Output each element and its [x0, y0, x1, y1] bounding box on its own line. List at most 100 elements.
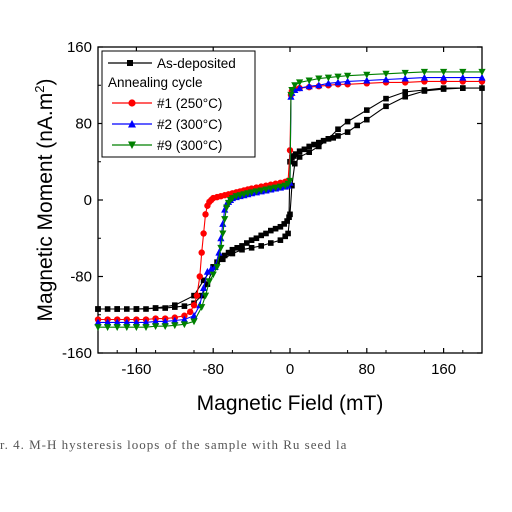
- data-point: [215, 248, 223, 256]
- data-point: [324, 74, 332, 82]
- data-point: [220, 256, 226, 263]
- legend-group-title: Annealing cycle: [108, 75, 203, 90]
- data-point: [124, 306, 130, 312]
- data-point: [152, 305, 159, 311]
- data-point: [214, 259, 220, 265]
- x-tick-label: 0: [286, 361, 294, 378]
- data-point: [344, 129, 351, 135]
- data-point: [186, 308, 194, 316]
- data-point: [193, 292, 201, 299]
- figure-caption: r. 4. M-H hysteresis loops of the sample…: [0, 437, 348, 452]
- data-point: [272, 184, 280, 192]
- data-point: [478, 73, 486, 81]
- data-point: [316, 139, 322, 146]
- data-point: [202, 211, 209, 218]
- data-point: [311, 141, 317, 148]
- legend-marker-circle: [128, 99, 136, 107]
- data-point: [104, 306, 111, 312]
- data-point: [94, 318, 102, 326]
- data-point: [421, 87, 428, 93]
- data-point: [272, 225, 279, 232]
- data-point: [282, 233, 288, 240]
- data-point: [402, 93, 408, 100]
- data-point: [363, 71, 371, 79]
- data-point: [296, 154, 303, 160]
- data-point: [292, 151, 299, 157]
- data-point: [267, 185, 275, 193]
- data-point: [248, 237, 255, 243]
- data-point: [478, 68, 486, 76]
- data-point: [459, 68, 467, 76]
- data-point: [198, 304, 206, 311]
- data-point: [161, 323, 169, 331]
- data-point: [335, 133, 341, 139]
- data-point: [286, 214, 292, 221]
- y-axis-title-tail: ): [34, 79, 57, 86]
- data-point: [460, 85, 466, 91]
- data-point: [286, 177, 294, 185]
- data-point: [335, 126, 341, 133]
- data-point: [123, 318, 131, 326]
- data-point: [330, 135, 336, 141]
- data-point: [316, 143, 322, 150]
- data-point: [258, 232, 264, 239]
- legend-entry-1-250c: #1 (250°C): [112, 96, 222, 111]
- data-point: [296, 79, 304, 87]
- data-point: [142, 324, 150, 331]
- data-point: [315, 75, 323, 83]
- data-point: [229, 250, 236, 257]
- data-point: [382, 75, 390, 83]
- data-point: [276, 183, 284, 191]
- legend-entry-9-300c: #9 (300°C): [112, 138, 222, 153]
- data-point: [181, 303, 188, 309]
- data-point: [324, 79, 332, 87]
- hysteresis-chart: -160 -80 0 80 160 -160 -80 0 80 160 Magnetic Fiel…: [32, 39, 486, 415]
- data-point: [113, 318, 121, 326]
- data-point: [244, 240, 250, 246]
- series-layer: [94, 68, 486, 331]
- data-point: [171, 316, 179, 324]
- x-tick-label: 160: [431, 361, 456, 378]
- data-point: [479, 85, 485, 91]
- legend-entry-as-deposited: As-deposited: [108, 56, 236, 71]
- y-tick-label: -80: [70, 269, 92, 286]
- data-point: [401, 69, 409, 77]
- data-point: [217, 234, 225, 242]
- legend-entry-2-300c: #2 (300°C): [112, 117, 222, 132]
- data-point: [334, 78, 342, 86]
- data-point: [209, 271, 217, 279]
- data-point: [200, 284, 208, 291]
- data-point: [344, 118, 351, 125]
- data-point: [292, 160, 298, 167]
- data-point: [440, 73, 448, 81]
- legend-label-9-300c: #9 (300°C): [157, 138, 222, 153]
- data-point: [440, 85, 447, 91]
- data-point: [132, 318, 140, 326]
- data-point: [205, 278, 213, 286]
- data-point: [161, 317, 169, 325]
- data-point: [364, 107, 370, 113]
- data-point: [364, 116, 370, 123]
- data-point: [152, 323, 160, 331]
- data-point: [171, 322, 179, 330]
- data-point: [287, 211, 293, 218]
- data-point: [263, 230, 269, 237]
- data-point: [203, 267, 212, 275]
- data-point: [334, 73, 342, 81]
- legend-label-1-250c: #1 (250°C): [157, 96, 222, 111]
- data-point: [354, 122, 360, 129]
- data-point: [190, 318, 198, 326]
- legend-label-as-deposited: As-deposited: [157, 56, 236, 71]
- data-point: [113, 324, 121, 331]
- data-point: [420, 73, 428, 81]
- y-axis-title-main: Magnetic Moment (nA.m: [34, 93, 57, 322]
- data-point: [200, 230, 207, 237]
- legend-box: [101, 50, 256, 158]
- data-point: [305, 82, 313, 90]
- axis-ticks: -160 -80 0 80 160 -160 -80 0 80 160: [62, 39, 482, 378]
- data-point: [420, 68, 428, 76]
- data-point: [258, 243, 264, 249]
- data-point: [172, 302, 178, 308]
- data-point: [152, 317, 160, 325]
- data-point: [305, 77, 313, 85]
